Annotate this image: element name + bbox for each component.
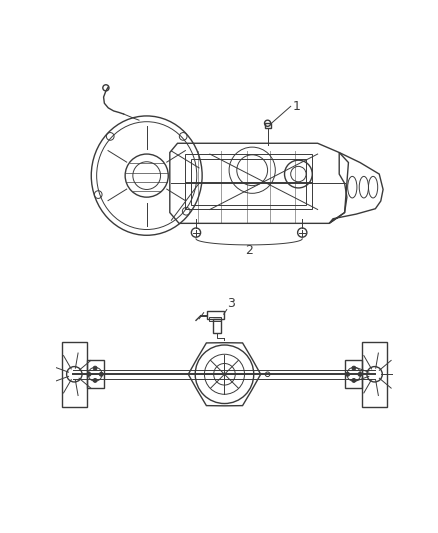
- Text: 1: 1: [292, 100, 300, 113]
- Circle shape: [93, 366, 97, 370]
- Bar: [87, 360, 103, 388]
- Bar: [213, 319, 221, 333]
- Text: 2: 2: [245, 244, 253, 257]
- Circle shape: [99, 373, 103, 376]
- Bar: [207, 311, 224, 319]
- Circle shape: [352, 378, 356, 382]
- Bar: [185, 154, 312, 209]
- Circle shape: [352, 366, 356, 370]
- Circle shape: [358, 373, 362, 376]
- Bar: [209, 317, 221, 321]
- Bar: [362, 342, 387, 407]
- Circle shape: [93, 378, 97, 382]
- Bar: [346, 360, 362, 388]
- Text: 3: 3: [228, 296, 236, 310]
- Bar: [265, 123, 271, 128]
- Circle shape: [87, 373, 91, 376]
- Circle shape: [346, 373, 350, 376]
- Bar: [62, 342, 87, 407]
- Bar: [191, 159, 306, 205]
